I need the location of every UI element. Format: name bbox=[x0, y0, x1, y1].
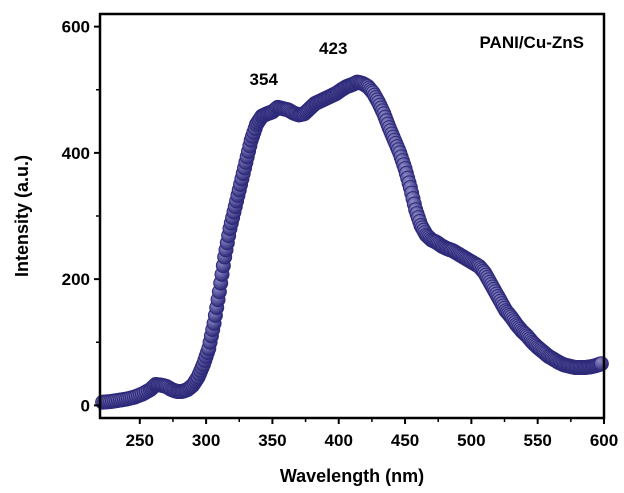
plot-frame bbox=[98, 12, 606, 420]
y-tick-label: 400 bbox=[62, 144, 90, 163]
axis-ticks: 250 300 350 400 450 500 550 600 0 200 400 600 bbox=[62, 18, 619, 450]
x-tick-label: 400 bbox=[325, 431, 353, 450]
x-tick-label: 600 bbox=[590, 431, 618, 450]
x-tick-label: 550 bbox=[523, 431, 551, 450]
legend-label: PANI/Cu-ZnS bbox=[479, 33, 584, 52]
y-tick-label: 0 bbox=[81, 396, 90, 415]
x-tick-label: 350 bbox=[258, 431, 286, 450]
x-tick-label: 500 bbox=[457, 431, 485, 450]
y-tick-label: 600 bbox=[62, 18, 90, 37]
data-point bbox=[593, 356, 609, 372]
peak-annotation-354: 354 bbox=[250, 70, 279, 89]
y-tick-label: 200 bbox=[62, 270, 90, 289]
x-tick-label: 450 bbox=[391, 431, 419, 450]
y-axis-title: Intensity (a.u.) bbox=[12, 155, 32, 277]
x-tick-label: 300 bbox=[192, 431, 220, 450]
x-tick-label: 250 bbox=[126, 431, 154, 450]
x-axis-title: Wavelength (nm) bbox=[280, 466, 424, 486]
data-markers bbox=[95, 74, 609, 410]
peak-annotation-423: 423 bbox=[319, 39, 347, 58]
